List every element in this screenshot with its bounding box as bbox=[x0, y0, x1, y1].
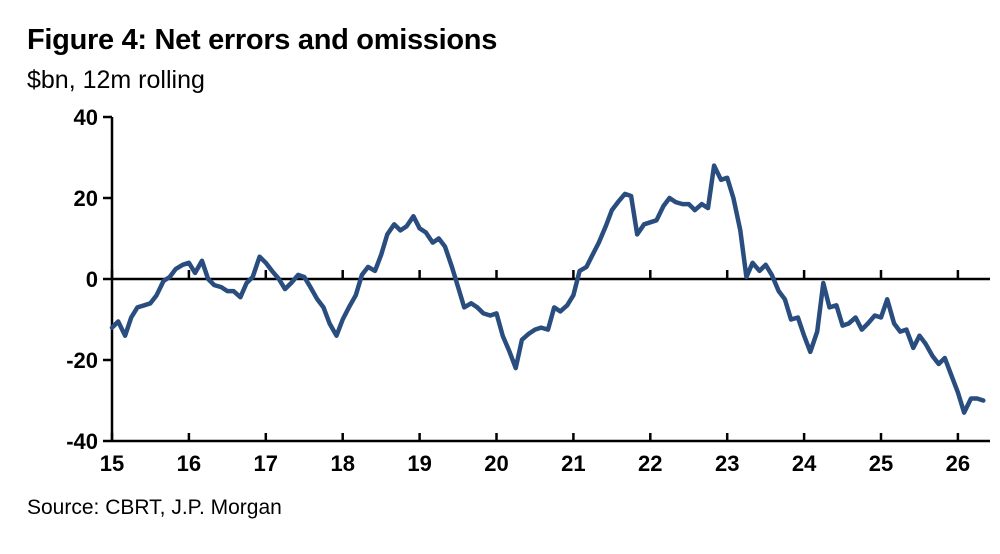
x-tick-label: 25 bbox=[869, 451, 893, 476]
x-tick-label: 24 bbox=[792, 451, 817, 476]
y-tick-label: -20 bbox=[66, 348, 98, 373]
x-tick-label: 15 bbox=[100, 451, 124, 476]
x-tick-label: 23 bbox=[715, 451, 739, 476]
x-tick-label: 19 bbox=[407, 451, 431, 476]
series-line bbox=[109, 163, 986, 415]
y-tick-label: -40 bbox=[66, 429, 98, 454]
y-tick-label: 0 bbox=[86, 267, 98, 292]
x-axis: 15 16 17 18 19 20 21 22 23 24 25 26 bbox=[100, 270, 990, 476]
x-tick-label: 22 bbox=[638, 451, 662, 476]
y-axis: 40 20 0 -20 -40 bbox=[66, 105, 114, 454]
y-tick-label: 40 bbox=[74, 105, 98, 130]
x-tick-label: 17 bbox=[254, 451, 278, 476]
chart-title: Figure 4: Net errors and omissions bbox=[27, 24, 498, 56]
chart-subtitle: $bn, 12m rolling bbox=[27, 66, 205, 94]
x-tick-label: 26 bbox=[946, 451, 970, 476]
series-group bbox=[109, 163, 986, 415]
source-note: Source: CBRT, J.P. Morgan bbox=[27, 496, 282, 519]
x-tick-label: 21 bbox=[561, 451, 585, 476]
y-tick-label: 20 bbox=[74, 186, 98, 211]
x-tick-label: 18 bbox=[330, 451, 354, 476]
x-tick-label: 16 bbox=[177, 451, 201, 476]
x-tick-label: 20 bbox=[484, 451, 508, 476]
